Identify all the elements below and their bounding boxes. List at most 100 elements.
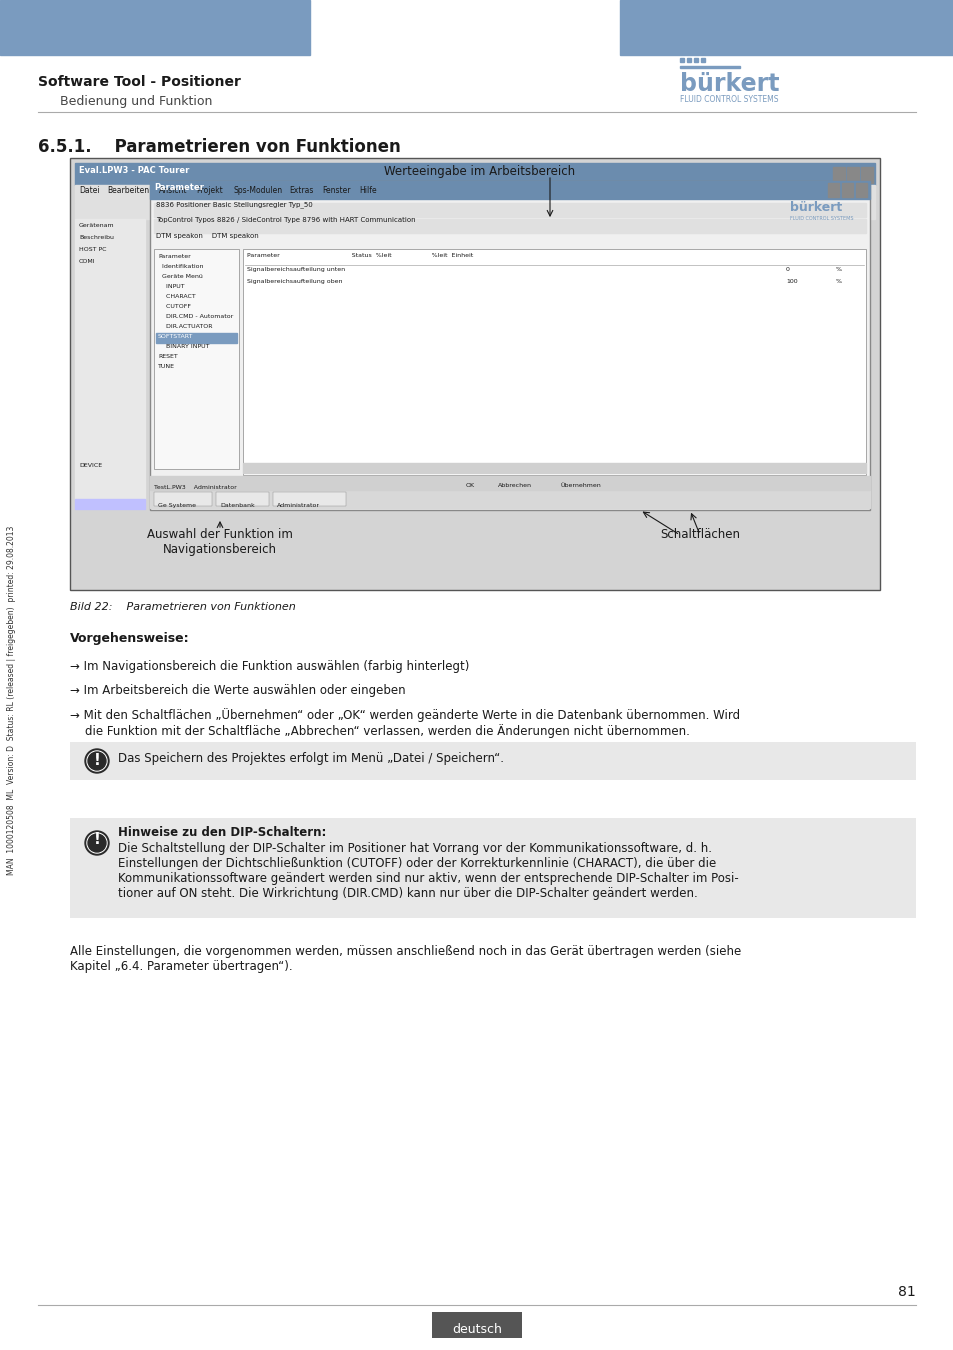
Text: Das Speichern des Projektes erfolgt im Menü „Datei / Speichern“.: Das Speichern des Projektes erfolgt im M… — [118, 752, 503, 765]
Text: Administrator: Administrator — [276, 504, 319, 508]
Text: 8836 Positioner Basic Stellungsregler Typ_50: 8836 Positioner Basic Stellungsregler Ty… — [156, 201, 313, 208]
Text: Bild 22:    Parametrieren von Funktionen: Bild 22: Parametrieren von Funktionen — [70, 602, 295, 612]
Text: Ansicht: Ansicht — [158, 186, 187, 194]
Text: DIR.CMD - Automator: DIR.CMD - Automator — [158, 315, 233, 319]
Text: MAN  1000120508  ML  Version: D  Status: RL (released | freigegeben)  printed: 2: MAN 1000120508 ML Version: D Status: RL … — [8, 525, 16, 875]
Bar — [700, 58, 704, 62]
Text: CUTOFF: CUTOFF — [158, 304, 191, 309]
Text: DIR.ACTUATOR: DIR.ACTUATOR — [158, 324, 213, 329]
Bar — [150, 181, 869, 510]
Bar — [153, 248, 239, 468]
Text: Die Schaltstellung der DIP-Schalter im Positioner hat Vorrang vor der Kommunikat: Die Schaltstellung der DIP-Schalter im P… — [118, 842, 738, 900]
Bar — [153, 491, 212, 506]
Circle shape — [87, 751, 107, 771]
Text: → Im Arbeitsbereich die Werte auswählen oder eingeben: → Im Arbeitsbereich die Werte auswählen … — [70, 684, 405, 697]
Text: TUNE: TUNE — [158, 364, 174, 369]
Bar — [686, 58, 690, 62]
Bar — [75, 163, 874, 185]
Bar — [75, 500, 145, 509]
Text: RESET: RESET — [158, 354, 177, 359]
Text: 6.5.1.    Parametrieren von Funktionen: 6.5.1. Parametrieren von Funktionen — [38, 138, 400, 157]
Bar — [150, 477, 869, 490]
Text: !: ! — [93, 753, 100, 768]
Bar — [679, 66, 740, 68]
Text: Parameter                                    Status  %leit                    %l: Parameter Status %leit %l — [247, 252, 473, 258]
Text: TopControl Typos 8826 / SideControl Type 8796 with HART Communication: TopControl Typos 8826 / SideControl Type… — [156, 217, 416, 223]
Bar — [70, 818, 915, 918]
Bar — [832, 167, 844, 184]
Text: Bearbeiten: Bearbeiten — [108, 186, 150, 194]
Bar — [156, 333, 236, 343]
Bar — [861, 167, 872, 184]
Text: FLUID CONTROL SYSTEMS: FLUID CONTROL SYSTEMS — [789, 216, 853, 221]
Text: Signalbereichsaufteilung oben: Signalbereichsaufteilung oben — [247, 279, 342, 284]
Text: → Mit den Schaltflächen „Übernehmen“ oder „OK“ werden geänderte Werte in die Dat: → Mit den Schaltflächen „Übernehmen“ ode… — [70, 707, 740, 738]
Circle shape — [88, 752, 106, 769]
Bar — [855, 184, 866, 197]
Bar — [693, 58, 698, 62]
Text: Geräte Menü: Geräte Menü — [158, 274, 203, 279]
Text: bürkert: bürkert — [789, 201, 841, 215]
Text: Eval.LPW3 - PAC Tourer: Eval.LPW3 - PAC Tourer — [79, 166, 190, 176]
Text: DEVICE: DEVICE — [79, 463, 102, 468]
Text: OK: OK — [465, 483, 474, 487]
Text: Datei: Datei — [79, 186, 99, 194]
Text: Alle Einstellungen, die vorgenommen werden, müssen anschließend noch in das Gerä: Alle Einstellungen, die vorgenommen werd… — [70, 945, 740, 973]
Bar — [70, 743, 915, 780]
Bar — [75, 185, 874, 202]
Text: TestL.PW3    Administrator: TestL.PW3 Administrator — [153, 485, 236, 490]
Bar — [153, 219, 865, 234]
Text: Parameter: Parameter — [158, 254, 191, 259]
Bar — [75, 202, 874, 219]
Bar — [150, 181, 869, 198]
Text: Bedienung und Funktion: Bedienung und Funktion — [60, 95, 213, 108]
Bar — [0, 0, 310, 55]
Text: Auswahl der Funktion im
Navigationsbereich: Auswahl der Funktion im Navigationsberei… — [147, 528, 293, 556]
Text: Abbrechen: Abbrechen — [497, 483, 532, 487]
Text: Übernehmen: Übernehmen — [560, 483, 600, 487]
Text: COMI: COMI — [79, 259, 95, 265]
Text: Identifikation: Identifikation — [158, 265, 203, 269]
Text: DTM speakon    DTM speakon: DTM speakon DTM speakon — [156, 234, 258, 239]
Text: Beschreibu: Beschreibu — [79, 235, 113, 240]
Text: Ge Systeme: Ge Systeme — [158, 504, 195, 508]
Text: Werteeingabe im Arbeitsbereich: Werteeingabe im Arbeitsbereich — [384, 165, 575, 178]
Text: Software Tool - Positioner: Software Tool - Positioner — [38, 76, 240, 89]
Bar — [551, 482, 610, 495]
Circle shape — [88, 834, 106, 852]
Text: CHARACT: CHARACT — [158, 294, 195, 298]
Bar — [153, 202, 865, 217]
Text: BINARY INPUT: BINARY INPUT — [158, 344, 210, 350]
Text: Sps-Modulen: Sps-Modulen — [233, 186, 282, 194]
Circle shape — [85, 832, 109, 855]
Text: Projekt: Projekt — [195, 186, 222, 194]
Bar — [679, 58, 683, 62]
Text: Fenster: Fenster — [322, 186, 350, 194]
Text: bürkert: bürkert — [679, 72, 779, 96]
Text: Gerätenam: Gerätenam — [79, 223, 114, 228]
Text: Schaltflächen: Schaltflächen — [659, 528, 740, 541]
Text: SOFTSTART: SOFTSTART — [158, 333, 193, 339]
Bar — [488, 482, 542, 495]
Text: 100: 100 — [785, 279, 797, 284]
Bar — [243, 248, 865, 475]
Bar — [70, 158, 879, 590]
Text: FLUID CONTROL SYSTEMS: FLUID CONTROL SYSTEMS — [679, 95, 778, 104]
Text: %: % — [835, 279, 841, 284]
Bar — [459, 482, 479, 495]
Text: → Im Navigationsbereich die Funktion auswählen (farbig hinterlegt): → Im Navigationsbereich die Funktion aus… — [70, 660, 469, 674]
Bar — [432, 1312, 521, 1338]
Text: Extras: Extras — [289, 186, 313, 194]
Bar — [215, 491, 269, 506]
Bar — [150, 490, 869, 508]
Text: Parameter: Parameter — [153, 184, 204, 192]
Text: !: ! — [93, 832, 100, 846]
Bar — [841, 184, 852, 197]
Bar — [827, 184, 838, 197]
Bar — [273, 491, 346, 506]
Bar — [619, 0, 953, 55]
Text: Vorgehensweise:: Vorgehensweise: — [70, 632, 190, 645]
Bar — [846, 167, 858, 184]
Text: deutsch: deutsch — [452, 1323, 501, 1336]
Text: Datenbank: Datenbank — [220, 504, 254, 508]
